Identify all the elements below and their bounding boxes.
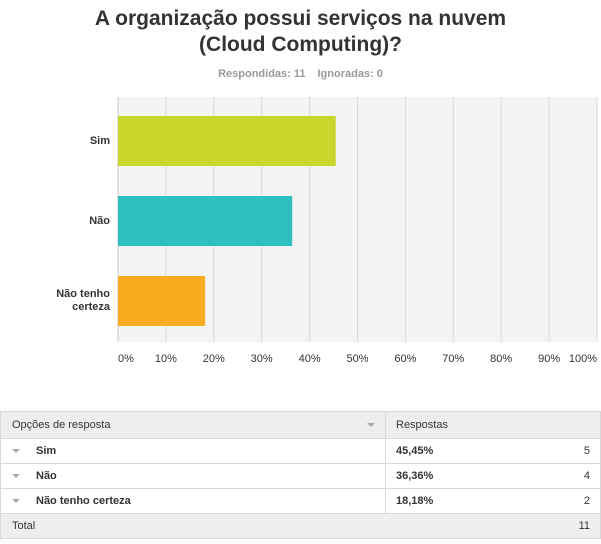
x-tick-label: 0%: [118, 353, 134, 365]
answered-count: Respondidas: 11: [218, 68, 306, 80]
table-cell-option: Não tenho certeza: [1, 489, 386, 513]
bar[interactable]: [118, 276, 206, 326]
category-label: Sim: [89, 134, 110, 147]
x-tick-label: 40%: [298, 353, 321, 365]
table-row: Não 36,36% 4: [1, 464, 600, 489]
header-responses-label: Respostas: [396, 419, 448, 431]
table-row: Não tenho certeza 18,18% 2: [1, 489, 600, 514]
table-cell-count: 5: [583, 445, 590, 457]
table-row: Sim 45,45% 5: [1, 439, 600, 464]
table-header-responses: Respostas: [386, 412, 600, 438]
x-tick-label: 60%: [394, 353, 417, 365]
chart-title-line-1: A organização possui serviços na nuvem: [94, 7, 507, 30]
bar[interactable]: [118, 196, 293, 246]
bar-chart: [117, 97, 598, 342]
x-tick-label: 100%: [568, 353, 598, 365]
skipped-count: Ignoradas: 0: [317, 68, 383, 80]
x-tick-label: 20%: [202, 353, 225, 365]
expand-caret-icon[interactable]: [12, 474, 20, 478]
x-tick-label: 80%: [490, 353, 513, 365]
x-tick-label: 70%: [442, 353, 465, 365]
table-header-row: Opções de resposta Respostas: [1, 412, 600, 439]
table-cell-percent: 36,36%: [396, 470, 434, 482]
table-cell-option: Sim: [1, 439, 386, 463]
table-cell-count: 2: [583, 495, 590, 507]
x-tick-label: 50%: [346, 353, 369, 365]
response-table: Opções de resposta Respostas Sim 45,45% …: [0, 411, 601, 539]
expand-caret-icon[interactable]: [12, 449, 20, 453]
option-label: Não: [36, 470, 57, 482]
total-label: Total: [12, 520, 36, 532]
table-cell-percent: 18,18%: [396, 495, 434, 507]
option-label: Sim: [36, 445, 57, 457]
category-label: Não tenho certeza: [56, 288, 110, 313]
category-label: Não: [89, 214, 110, 227]
response-summary: Respondidas: 11 Ignoradas: 0: [0, 68, 601, 80]
total-count: 11: [578, 520, 590, 532]
x-tick-label: 90%: [538, 353, 561, 365]
bar[interactable]: [118, 116, 336, 166]
table-cell-percent: 45,45%: [396, 445, 434, 457]
x-tick-label: 30%: [250, 353, 273, 365]
table-header-option[interactable]: Opções de resposta: [1, 412, 386, 438]
sort-caret-icon[interactable]: [367, 423, 375, 427]
table-cell-option: Não: [1, 464, 386, 488]
x-tick-label: 10%: [154, 353, 177, 365]
table-cell-count: 4: [583, 470, 590, 482]
expand-caret-icon[interactable]: [12, 499, 20, 503]
chart-title: A organização possui serviços na nuvem (…: [0, 6, 601, 58]
chart-title-line-2: (Cloud Computing)?: [199, 33, 402, 56]
header-option-label: Opções de resposta: [12, 419, 111, 431]
option-label: Não tenho certeza: [36, 495, 131, 507]
table-total-row: Total 11: [1, 514, 600, 539]
